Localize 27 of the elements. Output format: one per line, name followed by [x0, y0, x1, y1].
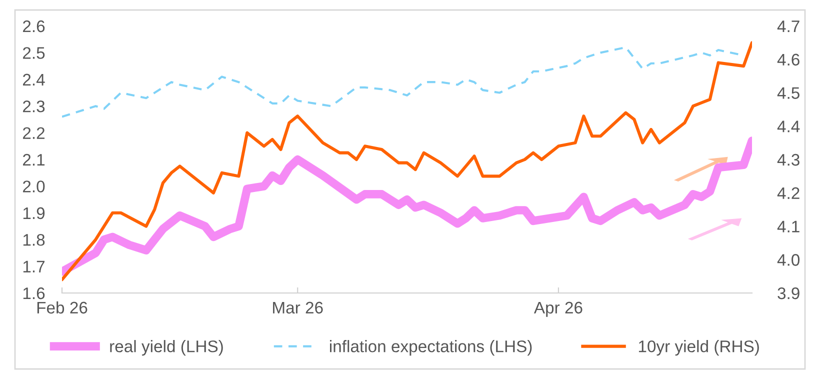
y2-tick-label: 4.1 — [777, 220, 800, 232]
y2-tick-label: 4.3 — [777, 154, 800, 166]
legend-label: real yield (LHS) — [110, 340, 223, 356]
y2-tick-label: 4.0 — [777, 254, 800, 266]
y2-tick-label: 4.2 — [777, 187, 800, 199]
y-tick-label: 1.9 — [23, 207, 45, 220]
y-tick-label: 2.1 — [23, 154, 45, 166]
legend-label: 10yr yield (RHS) — [638, 340, 759, 356]
x-tick-label: Apr 26 — [534, 302, 582, 317]
y2-tick-label: 3.9 — [778, 287, 800, 300]
y2-tick-label: 4.4 — [777, 120, 800, 132]
y-tick-label: 2.3 — [23, 100, 45, 112]
y-tick-label: 1.8 — [23, 234, 45, 246]
y-tick-label: 2.5 — [23, 47, 45, 59]
y-tick-label: 2.2 — [23, 127, 44, 139]
x-tick-label: Mar 26 — [273, 302, 323, 314]
y-tick-label: 1.6 — [23, 287, 45, 300]
legend-label: inflation expectations (LHS) — [330, 340, 532, 356]
y-tick-label: 2.0 — [23, 180, 45, 192]
y-tick-label: 2.6 — [23, 20, 45, 32]
line-series — [62, 41, 752, 282]
y-tick-label: 2.4 — [23, 74, 45, 86]
y-tick-label: 1.7 — [23, 260, 44, 272]
y2-tick-label: 4.7 — [777, 20, 800, 32]
y2-tick-label: 4.6 — [777, 54, 800, 66]
x-tick-label: Feb 26 — [37, 301, 88, 314]
y2-tick-label: 4.5 — [777, 87, 800, 99]
